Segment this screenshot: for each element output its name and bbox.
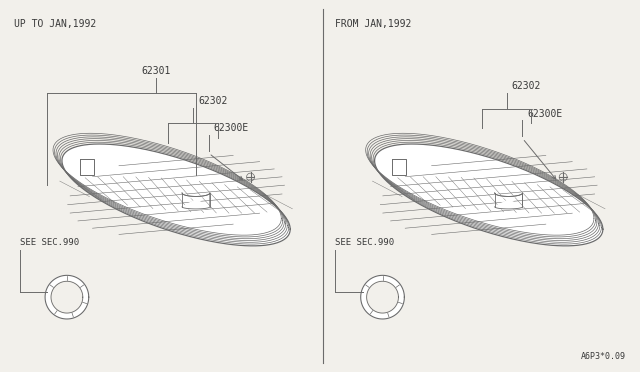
Polygon shape [495,193,522,209]
Text: A6P3*0.09: A6P3*0.09 [580,352,626,361]
Polygon shape [51,281,83,313]
Text: 62300E: 62300E [214,124,249,134]
Text: 62302: 62302 [511,81,541,91]
Polygon shape [182,193,210,209]
Polygon shape [367,281,399,313]
Polygon shape [374,144,603,246]
Text: 62301: 62301 [141,66,171,76]
Text: SEE SEC.990: SEE SEC.990 [335,238,394,247]
Polygon shape [392,159,406,175]
Text: UP TO JAN,1992: UP TO JAN,1992 [14,19,97,29]
Text: FROM JAN,1992: FROM JAN,1992 [335,19,412,29]
Text: 62302: 62302 [198,96,227,106]
Polygon shape [62,144,290,246]
Polygon shape [80,159,93,175]
Text: SEE SEC.990: SEE SEC.990 [20,238,79,247]
Polygon shape [45,275,89,319]
Text: 62300E: 62300E [527,109,563,119]
Polygon shape [361,275,404,319]
